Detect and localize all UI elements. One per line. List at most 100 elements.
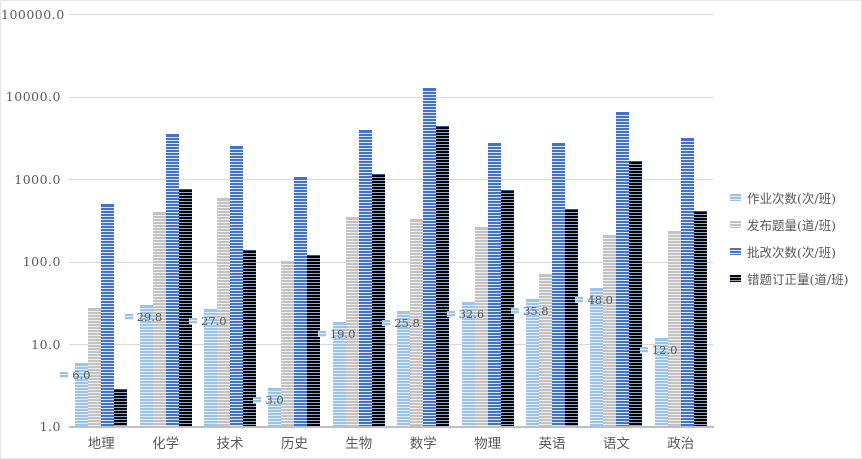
data-label: 32.6: [446, 307, 485, 322]
x-axis-label: 地理: [87, 436, 115, 452]
bar-series2-物理[interactable]: [487, 142, 501, 426]
legend-item[interactable]: 发布题量(道/班): [730, 215, 848, 234]
bar-series2-政治[interactable]: [680, 138, 694, 426]
data-label-key-icon: [124, 314, 133, 321]
bar-series1-技术[interactable]: [217, 197, 230, 426]
gridline: [69, 344, 713, 345]
bar-series2-生物[interactable]: [358, 129, 372, 426]
bar-series3-地理[interactable]: [114, 388, 128, 426]
bar-series0-语文[interactable]: [590, 288, 604, 426]
legend-label: 发布题量(道/班): [747, 218, 836, 233]
bar-series1-语文[interactable]: [603, 235, 617, 426]
data-label-value: 19.0: [329, 326, 356, 341]
data-label-value: 3.0: [265, 392, 284, 407]
x-axis-line: [69, 426, 714, 428]
data-label: 27.0: [189, 314, 227, 328]
legend-item[interactable]: 批改次数(次/班): [730, 242, 848, 261]
bar-series0-地理[interactable]: [75, 362, 89, 426]
x-axis-label: 技术: [216, 436, 244, 452]
bar-series3-历史[interactable]: [307, 255, 321, 426]
bar-series0-历史[interactable]: [268, 387, 282, 426]
legend-label: 错题订正量(道/班): [747, 272, 849, 287]
bar-series0-数学[interactable]: [397, 310, 411, 426]
bar-series0-政治[interactable]: [654, 337, 668, 426]
data-label-value: 12.0: [651, 342, 678, 357]
bar-series3-物理[interactable]: [500, 190, 514, 426]
data-label-value: 32.6: [458, 307, 485, 322]
x-axis-label: 政治: [667, 436, 695, 452]
bar-series1-政治[interactable]: [667, 230, 681, 426]
data-label-value: 35.8: [523, 303, 549, 318]
data-label-value: 29.8: [136, 310, 163, 325]
data-label: 25.8: [382, 316, 420, 330]
bar-series3-数学[interactable]: [436, 125, 450, 426]
bar-series2-语文[interactable]: [616, 111, 630, 426]
data-label-value: 6.0: [72, 367, 91, 382]
gridline: [69, 179, 713, 180]
legend-swatch-icon: [730, 248, 741, 255]
data-label: 35.8: [511, 304, 549, 318]
data-label-key-icon: [511, 307, 519, 314]
y-tick-label: 100.0: [22, 254, 61, 269]
bar-series2-技术[interactable]: [230, 145, 243, 426]
bar-series1-数学[interactable]: [410, 219, 424, 426]
y-tick-label: 10.0: [31, 336, 61, 352]
y-tick-label: 10000.0: [5, 89, 61, 104]
bar-series1-化学[interactable]: [152, 212, 166, 426]
bar-series3-语文[interactable]: [629, 161, 643, 426]
data-label-key-icon: [60, 371, 69, 378]
data-label-key-icon: [382, 319, 391, 326]
data-label-key-icon: [189, 317, 197, 324]
data-label: 19.0: [317, 326, 356, 341]
x-axis-label: 生物: [345, 436, 373, 452]
bar-series0-技术[interactable]: [204, 308, 217, 426]
data-label-key-icon: [317, 330, 326, 337]
data-label-value: 25.8: [394, 315, 420, 330]
bar-series1-生物[interactable]: [345, 217, 359, 426]
bar-series0-生物[interactable]: [332, 321, 346, 426]
bar-series1-地理[interactable]: [88, 307, 102, 426]
data-label-key-icon: [575, 297, 584, 304]
data-label: 48.0: [575, 293, 613, 307]
legend-item[interactable]: 错题订正量(道/班): [730, 269, 848, 288]
bar-series0-物理[interactable]: [461, 302, 475, 426]
x-axis-label: 英语: [538, 436, 566, 452]
bar-series1-历史[interactable]: [281, 260, 295, 426]
data-label: 6.0: [60, 368, 90, 382]
bar-series1-物理[interactable]: [474, 227, 488, 426]
bar-series2-历史[interactable]: [294, 177, 308, 426]
data-label-value: 48.0: [587, 293, 613, 308]
bar-series2-英语[interactable]: [552, 142, 565, 426]
bar-series2-数学[interactable]: [423, 87, 437, 426]
bar-series3-政治[interactable]: [693, 210, 707, 426]
bar-series3-化学[interactable]: [178, 188, 192, 426]
data-label-value: 27.0: [201, 313, 227, 328]
legend-label: 批改次数(次/班): [747, 245, 836, 260]
bar-series0-化学[interactable]: [139, 305, 153, 426]
legend-item[interactable]: 作业次数(次/班): [730, 188, 848, 207]
x-axis-label: 化学: [152, 436, 180, 452]
bar-series3-英语[interactable]: [565, 209, 578, 426]
bar-series3-技术[interactable]: [243, 249, 256, 426]
data-label: 12.0: [639, 342, 678, 357]
gridline: [69, 261, 713, 263]
data-label: 29.8: [124, 310, 163, 325]
bar-series1-英语[interactable]: [539, 273, 552, 426]
legend-swatch-icon: [730, 275, 741, 282]
bar-series3-生物[interactable]: [371, 173, 385, 426]
legend-label: 作业次数(次/班): [747, 191, 836, 206]
chart-legend: 作业次数(次/班) 发布题量(道/班) 批改次数(次/班) 错题订正量(道/班): [730, 188, 848, 288]
gridline: [69, 96, 713, 98]
legend-swatch-icon: [730, 221, 741, 228]
data-label-key-icon: [253, 396, 262, 403]
bar-series2-化学[interactable]: [165, 133, 179, 426]
x-axis-label: 历史: [280, 436, 308, 452]
x-axis-label: 物理: [474, 436, 502, 452]
x-axis-label: 语文: [602, 436, 630, 452]
bar-series2-地理[interactable]: [101, 204, 115, 426]
bar-series0-英语[interactable]: [526, 298, 539, 426]
y-tick-label: 100000.0: [1, 6, 65, 22]
data-label-key-icon: [446, 311, 455, 318]
y-tick-label: 1.0: [39, 419, 61, 434]
